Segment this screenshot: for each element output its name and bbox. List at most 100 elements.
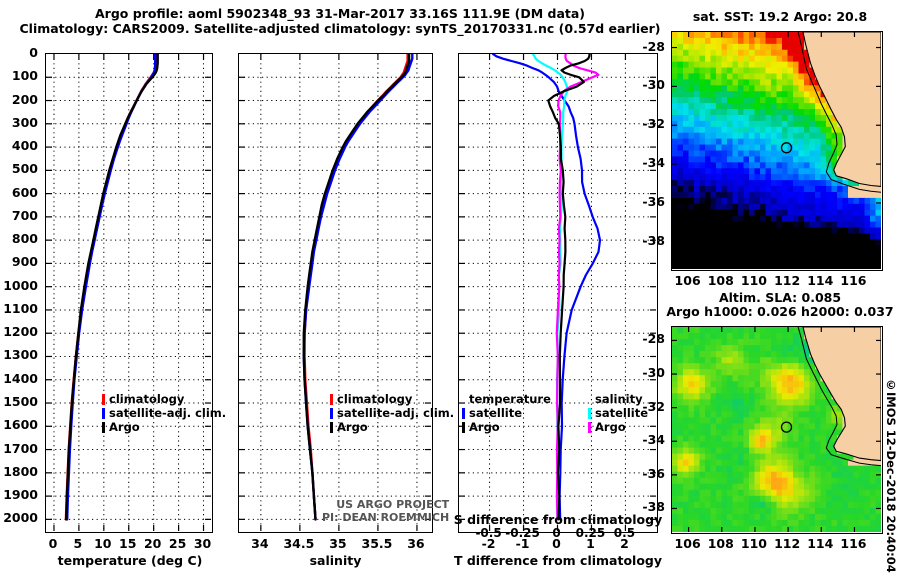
watermark-line: PI: DEAN ROEMMICH — [322, 511, 450, 524]
depth-tick: 1400 — [3, 370, 38, 386]
depth-tick: 900 — [11, 254, 38, 270]
temperature-tick: 5 — [73, 536, 83, 551]
salinity-axis-label: salinity — [309, 553, 362, 568]
temperature-tick: 30 — [193, 536, 212, 551]
legend-color-swatch — [102, 407, 105, 419]
sla-map-lat-tick: -30 — [642, 365, 665, 381]
diff-salinity-legend-header: salinity — [595, 392, 643, 406]
temperature-legend-item: Argo — [102, 420, 226, 434]
depth-tick: 1000 — [3, 277, 38, 293]
sla-map-panel — [671, 326, 883, 534]
temperature-difference-axis-label: T difference from climatology — [453, 553, 663, 568]
salinity-legend-item: Argo — [330, 420, 454, 434]
legend-color-swatch — [588, 421, 591, 433]
legend-color-swatch — [588, 407, 591, 419]
legend-color-swatch — [330, 421, 333, 433]
sst-map-lat-tick: -28 — [642, 38, 665, 54]
temperature-difference-tick: 0 — [552, 536, 561, 551]
sst-map-lon-tick: 106 — [674, 273, 701, 288]
salinity-axis-ticks: 34 34.5 35 35.5 36 — [238, 536, 433, 552]
diff-temperature-legend-item: satellite — [462, 406, 551, 420]
depth-tick: 600 — [11, 184, 38, 200]
legend-color-swatch — [102, 421, 105, 433]
depth-tick: 500 — [11, 161, 38, 177]
depth-tick: 1200 — [3, 324, 38, 340]
salinity-tick: 35 — [329, 536, 347, 551]
sla-map-lat-tick: -38 — [642, 499, 665, 515]
depth-tick: 1700 — [3, 440, 38, 456]
temperature-tick: 20 — [143, 536, 162, 551]
depth-tick: 0 — [29, 45, 38, 60]
sla-map-lat-ticks: -28 -30 -32 -34 -36 -38 — [640, 326, 668, 534]
depth-tick: 1800 — [3, 463, 38, 479]
sla-map-header: Altim. SLA: 0.085 Argo h1000: 0.026 h200… — [665, 291, 895, 319]
sst-map-lat-tick: -30 — [642, 77, 665, 93]
legend-color-swatch — [462, 407, 465, 419]
salinity-profile-panel — [238, 53, 433, 533]
salinity-difference-tick: 0.5 — [613, 526, 636, 540]
page-title: Argo profile: aoml 5902348_93 31-Mar-201… — [0, 6, 680, 36]
salinity-legend-item: climatology — [330, 392, 454, 406]
sla-map-svg — [672, 327, 881, 532]
temperature-difference-tick: 2 — [620, 536, 629, 551]
legend-label: satellite-adj. clim. — [337, 406, 455, 420]
copyright-label: ©IMOS 12-Dec-2018 20:40:04 — [884, 378, 898, 573]
sst-map-lon-tick: 112 — [774, 273, 801, 288]
sla-map-lon-tick: 116 — [840, 536, 867, 551]
depth-tick: 1100 — [3, 300, 38, 316]
legend-label: Argo — [595, 420, 626, 434]
difference-salinity-legend: salinity satellite Argo — [588, 392, 648, 434]
depth-tick: 800 — [11, 231, 38, 247]
sst-map-lon-tick: 116 — [840, 273, 867, 288]
sst-map-lon-tick: 108 — [707, 273, 734, 288]
sst-map-lon-ticks: 106 108 110 112 114 116 — [671, 273, 883, 289]
depth-tick: 1300 — [3, 347, 38, 363]
salinity-tick: 34.5 — [283, 536, 315, 551]
depth-tick: 700 — [11, 207, 38, 223]
depth-tick: 300 — [11, 114, 38, 130]
temperature-legend-item: satellite-adj. clim. — [102, 406, 226, 420]
legend-label: Argo — [109, 420, 140, 434]
depth-tick: 1500 — [3, 394, 38, 410]
salinity-difference-axis-ticks: -0.5 -0.25 0 0.25 0.5 — [458, 526, 658, 540]
sla-map-lon-tick: 110 — [740, 536, 767, 551]
salinity-tick: 34 — [251, 536, 269, 551]
sla-map-lat-tick: -34 — [642, 432, 665, 448]
sla-map-lat-tick: -32 — [642, 398, 665, 414]
sla-map-lon-ticks: 106 108 110 112 114 116 — [671, 536, 883, 552]
sla-header-line-1: Altim. SLA: 0.085 — [718, 290, 842, 305]
sla-header-line-2: Argo h1000: 0.026 h2000: 0.037 — [666, 304, 894, 319]
project-watermark: US ARGO PROJECT PI: DEAN ROEMMICH — [322, 498, 449, 524]
title-line-2: Climatology: CARS2009. Satellite-adjuste… — [19, 21, 661, 36]
sst-map-lat-tick: -38 — [642, 232, 665, 248]
sla-map-lon-tick: 106 — [674, 536, 701, 551]
salinity-tick: 36 — [407, 536, 425, 551]
sst-map-svg — [672, 32, 881, 269]
legend-color-swatch — [462, 421, 465, 433]
diff-temperature-legend-item: Argo — [462, 420, 551, 434]
salinity-difference-tick: -0.25 — [505, 526, 540, 540]
temperature-difference-tick: -1 — [515, 536, 530, 551]
sst-map-lon-tick: 114 — [807, 273, 834, 288]
sla-map-lon-tick: 112 — [774, 536, 801, 551]
temperature-tick: 0 — [48, 536, 58, 551]
salinity-difference-tick: 0.25 — [575, 526, 606, 540]
temperature-tick: 25 — [168, 536, 187, 551]
temperature-difference-axis-ticks: -2 -1 0 1 2 — [458, 536, 658, 552]
salinity-panel-legend: climatology satellite-adj. clim. Argo — [330, 392, 454, 434]
depth-tick: 1900 — [3, 487, 38, 503]
temperature-axis-label: temperature (deg C) — [57, 553, 203, 568]
temperature-tick: 10 — [94, 536, 112, 551]
legend-label: satellite-adj. clim. — [109, 406, 227, 420]
sst-map-lat-ticks: -28 -30 -32 -34 -36 -38 — [640, 31, 668, 271]
difference-temperature-legend: temperature satellite Argo — [462, 392, 551, 434]
depth-tick: 400 — [11, 138, 38, 154]
sla-map-lat-tick: -28 — [642, 331, 665, 347]
temperature-panel-legend: climatology satellite-adj. clim. Argo — [102, 392, 226, 434]
difference-plot-svg — [459, 54, 656, 531]
salinity-tick: 35.5 — [361, 536, 393, 551]
temperature-profile-panel — [45, 53, 213, 533]
salinity-difference-tick: -0.5 — [475, 526, 502, 540]
legend-color-swatch — [330, 393, 333, 405]
sst-map-lon-tick: 110 — [740, 273, 767, 288]
